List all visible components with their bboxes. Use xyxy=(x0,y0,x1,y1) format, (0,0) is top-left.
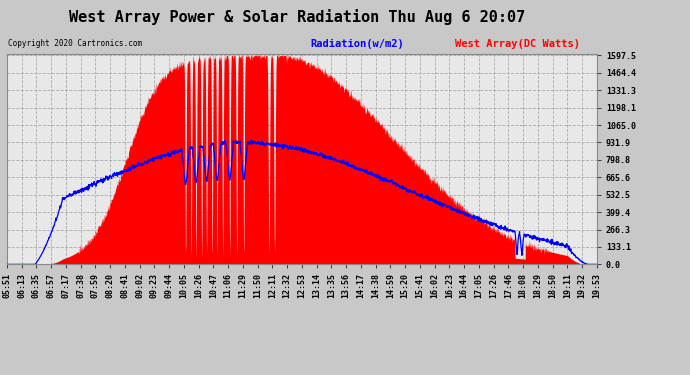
Text: Radiation(w/m2): Radiation(w/m2) xyxy=(310,39,404,50)
Text: Copyright 2020 Cartronics.com: Copyright 2020 Cartronics.com xyxy=(8,39,142,48)
Text: West Array Power & Solar Radiation Thu Aug 6 20:07: West Array Power & Solar Radiation Thu A… xyxy=(68,9,525,26)
Text: West Array(DC Watts): West Array(DC Watts) xyxy=(455,39,580,50)
